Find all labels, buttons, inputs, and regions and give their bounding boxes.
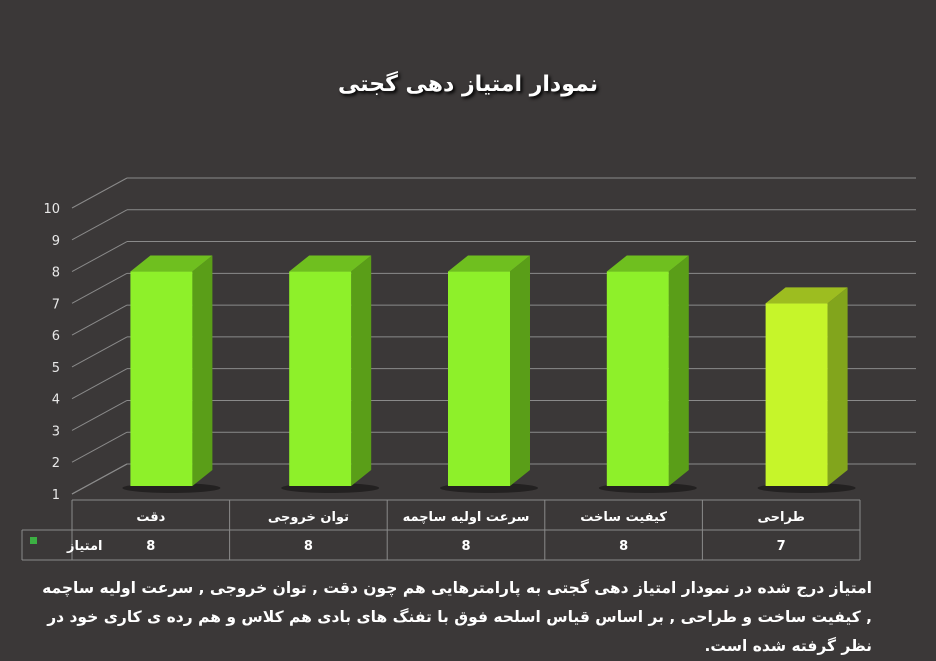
bar-top — [765, 287, 848, 304]
bar-side — [827, 287, 848, 486]
gridline-depth — [71, 400, 128, 431]
x-category-label: سرعت اولیه ساچمه — [403, 510, 530, 525]
y-tick-label: 3 — [52, 424, 60, 439]
data-label: 8 — [461, 539, 470, 554]
legend-label: امتیاز — [66, 539, 102, 554]
gridline-depth — [71, 272, 128, 304]
gridline-depth — [71, 368, 128, 400]
y-tick-label: 8 — [52, 266, 60, 281]
bar-side — [510, 255, 530, 486]
bar-top — [606, 255, 689, 272]
x-category-label: کیفیت ساخت — [580, 510, 667, 525]
y-tick-label: 5 — [52, 361, 60, 376]
y-tick-label: 1 — [52, 488, 60, 503]
y-tick-label: 10 — [43, 202, 60, 217]
gridline-depth — [71, 209, 128, 241]
y-tick-label: 7 — [52, 297, 60, 312]
x-category-label: دقت — [136, 510, 165, 525]
bar — [448, 271, 510, 486]
gridline-depth — [71, 463, 128, 495]
gridline-depth — [71, 304, 128, 336]
data-label: 8 — [304, 539, 313, 554]
bar-side — [668, 255, 689, 486]
gridline-depth — [71, 241, 128, 272]
gridline-depth — [71, 336, 128, 368]
y-tick-label: 2 — [52, 456, 60, 471]
bar — [289, 271, 352, 486]
y-tick-label: 6 — [52, 329, 60, 344]
bar — [606, 271, 669, 486]
y-tick-label: 9 — [52, 234, 60, 249]
x-category-label: طراحی — [758, 510, 805, 525]
data-label: 8 — [146, 539, 155, 554]
bar — [765, 303, 828, 486]
bar-side — [192, 255, 213, 486]
bar-side — [351, 255, 372, 486]
chart-title: نمودار امتیاز دهی گجتی — [337, 72, 598, 97]
gridline-depth — [71, 177, 128, 209]
bar-top — [448, 255, 530, 272]
data-label: 7 — [777, 539, 786, 554]
gridline-depth — [71, 431, 128, 463]
bar-top — [289, 255, 372, 272]
chart-caption: امتیاز درج شده در نمودار امتیاز دهی گجتی… — [42, 579, 872, 655]
data-label: 8 — [619, 539, 628, 554]
y-tick-label: 4 — [52, 393, 60, 408]
bar-chart: 1 2 3 4 5 6 7 8 9 10 دقت 8 توان خروجی 8 سرعت اولیه ساچ… — [21, 177, 916, 561]
bar-top — [130, 255, 213, 272]
legend-marker — [30, 537, 37, 544]
x-category-label: توان خروجی — [268, 510, 349, 525]
bar — [130, 271, 193, 486]
